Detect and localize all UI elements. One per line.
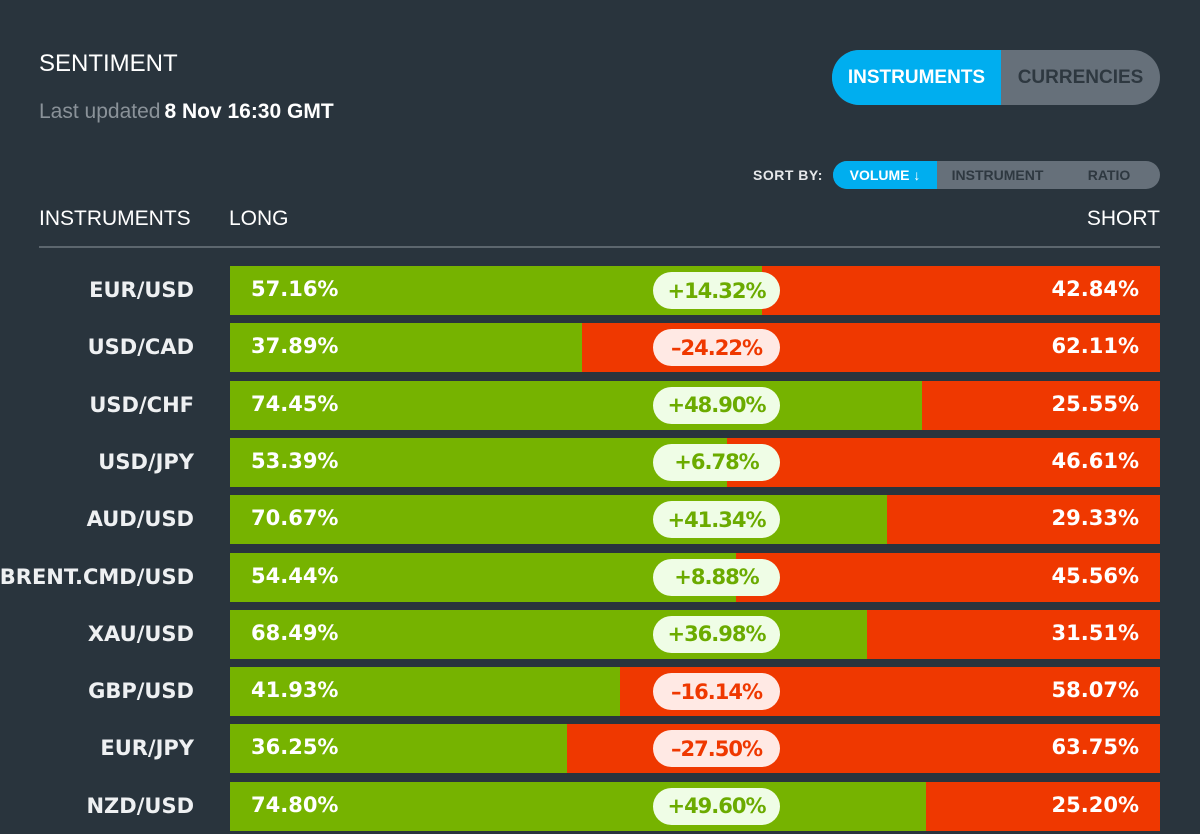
- header-divider: [39, 246, 1160, 248]
- long-bar: [230, 437, 727, 487]
- table-row[interactable]: EUR/JPY 36.25% 63.75% –27.50%: [0, 724, 1200, 774]
- short-percent: 29.33%: [1051, 506, 1139, 531]
- long-percent: 68.49%: [251, 620, 339, 645]
- sentiment-bar: 74.45% 25.55% +48.90%: [230, 380, 1160, 430]
- long-bar: [230, 781, 926, 831]
- short-percent: 25.20%: [1051, 792, 1139, 817]
- net-difference-badge: +49.60%: [653, 787, 780, 825]
- updated-value: 8 Nov 16:30 GMT: [164, 100, 334, 123]
- short-percent: 58.07%: [1051, 678, 1139, 703]
- sentiment-bar: 68.49% 31.51% +36.98%: [230, 609, 1160, 659]
- sentiment-bar: 57.16% 42.84% +14.32%: [230, 266, 1160, 315]
- column-long: LONG: [229, 207, 289, 230]
- long-percent: 41.93%: [251, 678, 339, 703]
- table-row[interactable]: BRENT.CMD/USD 54.44% 45.56% +8.88%: [0, 552, 1200, 602]
- instrument-name: EUR/JPY: [100, 736, 194, 761]
- long-percent: 57.16%: [251, 277, 339, 301]
- table-row[interactable]: NZD/USD 74.80% 25.20% +49.60%: [0, 781, 1200, 831]
- instrument-name: AUD/USD: [86, 507, 194, 532]
- long-percent: 74.80%: [251, 792, 339, 817]
- table-row[interactable]: USD/CHF 74.45% 25.55% +48.90%: [0, 380, 1200, 430]
- short-percent: 62.11%: [1051, 334, 1139, 359]
- sentiment-bar: 36.25% 63.75% –27.50%: [230, 724, 1160, 774]
- instrument-name: NZD/USD: [86, 793, 194, 818]
- sort-control: VOLUME ↓ INSTRUMENT RATIO: [833, 161, 1160, 189]
- net-difference-badge: –16.14%: [653, 673, 780, 711]
- instrument-name: GBP/USD: [88, 679, 194, 704]
- short-percent: 25.55%: [1051, 391, 1139, 416]
- instrument-name: BRENT.CMD/USD: [0, 564, 194, 589]
- table-row[interactable]: GBP/USD 41.93% 58.07% –16.14%: [0, 667, 1200, 717]
- instrument-name: EUR/USD: [89, 278, 194, 302]
- short-percent: 45.56%: [1051, 563, 1139, 588]
- long-bar: [230, 380, 923, 430]
- last-updated: Last updated 8 Nov 16:30 GMT: [39, 100, 334, 124]
- sentiment-bar: 41.93% 58.07% –16.14%: [230, 667, 1160, 717]
- long-percent: 36.25%: [251, 735, 339, 760]
- instrument-name: XAU/USD: [87, 621, 194, 646]
- net-difference-badge: +48.90%: [653, 386, 780, 424]
- view-toggle: INSTRUMENTS CURRENCIES: [832, 50, 1160, 105]
- page-title: SENTIMENT: [39, 50, 178, 77]
- net-difference-badge: –27.50%: [653, 730, 780, 768]
- column-short: SHORT: [1086, 207, 1160, 230]
- net-difference-badge: +8.88%: [653, 558, 780, 596]
- table-row[interactable]: EUR/USD 57.16% 42.84% +14.32%: [0, 266, 1200, 315]
- instrument-name: USD/CAD: [87, 335, 194, 360]
- short-percent: 46.61%: [1051, 448, 1139, 473]
- short-percent: 31.51%: [1051, 620, 1139, 645]
- long-bar: [230, 323, 583, 373]
- long-bar: [230, 552, 737, 602]
- long-bar: [230, 667, 620, 717]
- short-percent: 63.75%: [1051, 735, 1139, 760]
- sort-volume-button[interactable]: VOLUME ↓: [833, 161, 937, 189]
- instrument-name: USD/CHF: [89, 392, 194, 417]
- updated-label: Last updated: [39, 100, 161, 123]
- sort-instrument-button[interactable]: INSTRUMENT: [951, 167, 1044, 183]
- net-difference-badge: +6.78%: [653, 443, 780, 481]
- sentiment-bar: 70.67% 29.33% +41.34%: [230, 495, 1160, 545]
- net-difference-badge: +14.32%: [653, 272, 780, 309]
- table-row[interactable]: AUD/USD 70.67% 29.33% +41.34%: [0, 495, 1200, 545]
- sentiment-bar: 37.89% 62.11% –24.22%: [230, 323, 1160, 373]
- long-percent: 54.44%: [251, 563, 339, 588]
- long-percent: 70.67%: [251, 506, 339, 531]
- long-percent: 53.39%: [251, 448, 339, 473]
- tab-currencies[interactable]: CURRENCIES: [1017, 66, 1144, 88]
- sort-ratio-button[interactable]: RATIO: [1087, 167, 1131, 183]
- long-bar: [230, 724, 568, 774]
- tab-instruments[interactable]: INSTRUMENTS: [832, 50, 1001, 105]
- long-percent: 37.89%: [251, 334, 339, 359]
- table-row[interactable]: USD/JPY 53.39% 46.61% +6.78%: [0, 437, 1200, 487]
- column-instruments: INSTRUMENTS: [39, 207, 191, 230]
- table-row[interactable]: USD/CAD 37.89% 62.11% –24.22%: [0, 323, 1200, 373]
- table-row[interactable]: XAU/USD 68.49% 31.51% +36.98%: [0, 609, 1200, 659]
- net-difference-badge: –24.22%: [653, 329, 780, 367]
- short-percent: 42.84%: [1051, 277, 1139, 301]
- long-percent: 74.45%: [251, 391, 339, 416]
- sentiment-bar: 74.80% 25.20% +49.60%: [230, 781, 1160, 831]
- net-difference-badge: +36.98%: [653, 615, 780, 653]
- sentiment-bar: 54.44% 45.56% +8.88%: [230, 552, 1160, 602]
- net-difference-badge: +41.34%: [653, 501, 780, 539]
- sentiment-bar: 53.39% 46.61% +6.78%: [230, 437, 1160, 487]
- sort-label: SORT BY:: [753, 167, 823, 183]
- instrument-name: USD/JPY: [98, 449, 194, 474]
